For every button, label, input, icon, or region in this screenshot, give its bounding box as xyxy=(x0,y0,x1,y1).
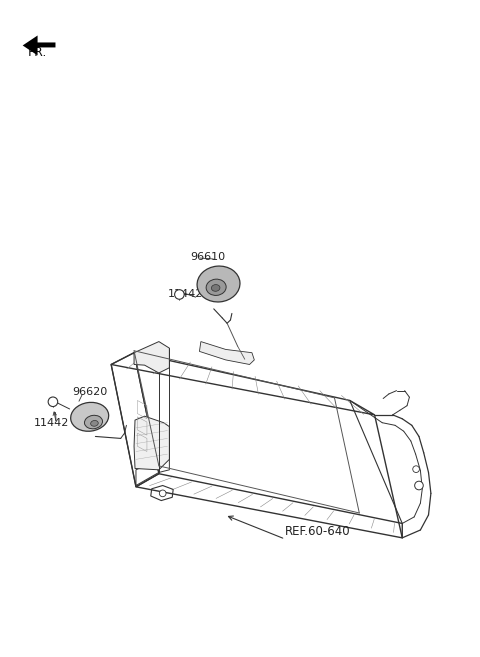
Ellipse shape xyxy=(71,402,108,431)
Circle shape xyxy=(175,290,184,299)
Circle shape xyxy=(415,481,423,490)
Text: 11442: 11442 xyxy=(34,419,69,428)
Ellipse shape xyxy=(206,279,226,296)
Ellipse shape xyxy=(197,266,240,302)
Ellipse shape xyxy=(91,420,98,426)
Text: FR.: FR. xyxy=(28,46,47,59)
Text: 96610: 96610 xyxy=(190,252,225,261)
Text: REF.60-640: REF.60-640 xyxy=(285,525,351,538)
Polygon shape xyxy=(134,416,169,470)
Ellipse shape xyxy=(84,415,103,429)
Text: 96620: 96620 xyxy=(72,387,107,397)
Text: 11442: 11442 xyxy=(168,290,203,300)
Circle shape xyxy=(48,397,58,407)
Circle shape xyxy=(159,490,166,497)
Circle shape xyxy=(413,466,420,472)
Polygon shape xyxy=(23,35,56,55)
Ellipse shape xyxy=(211,284,220,291)
Polygon shape xyxy=(134,342,169,373)
Polygon shape xyxy=(199,342,254,365)
